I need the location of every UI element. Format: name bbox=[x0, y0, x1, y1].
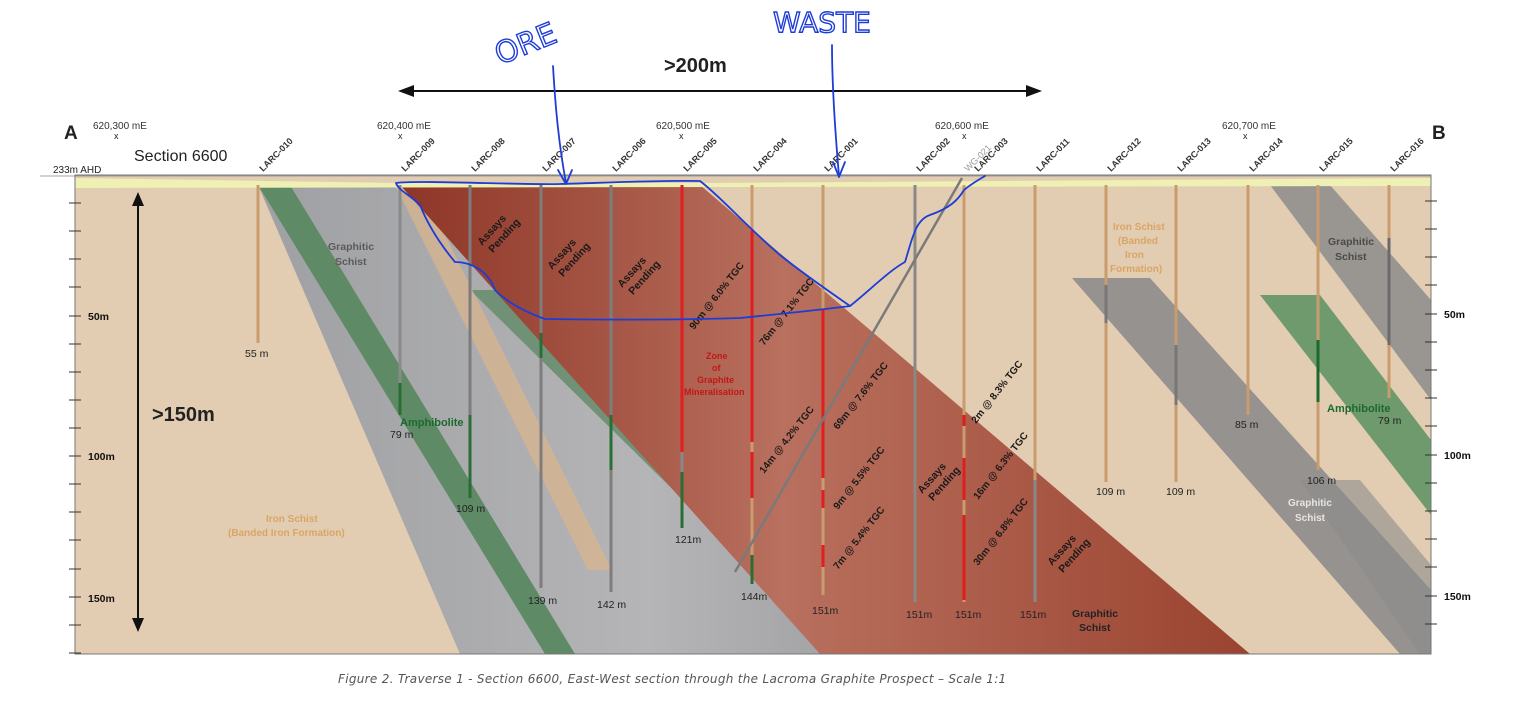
iron-schist-label-left-2: (Banded Iron Formation) bbox=[228, 528, 345, 539]
svg-text:121m: 121m bbox=[675, 534, 702, 546]
hole-label-larc-015: LARC-015 bbox=[1317, 136, 1354, 173]
hole-label-larc-012: LARC-012 bbox=[1105, 136, 1142, 173]
depth-label-150-right: 150m bbox=[1444, 591, 1471, 603]
depth-label-50-right: 50m bbox=[1444, 309, 1465, 321]
hole-label-larc-016: LARC-016 bbox=[1388, 136, 1425, 173]
hole-labels: LARC-010 LARC-009 LARC-008 LARC-007 LARC… bbox=[257, 136, 1425, 173]
svg-text:85 m: 85 m bbox=[1235, 419, 1259, 431]
svg-text:109 m: 109 m bbox=[456, 503, 485, 515]
surface-elevation-label: 233m AHD bbox=[53, 165, 101, 176]
hole-label-larc-009: LARC-009 bbox=[399, 136, 436, 173]
zone-label-4: Mineralisation bbox=[684, 387, 745, 397]
graphitic-schist-unit-right-lower bbox=[1072, 278, 1431, 654]
svg-text:151m: 151m bbox=[812, 605, 839, 617]
depth-annotation: >150m bbox=[152, 404, 215, 426]
svg-text:151m: 151m bbox=[955, 609, 982, 621]
graphitic-schist-label-right-top-1: Graphitic bbox=[1328, 236, 1374, 248]
depth-arrow bbox=[132, 192, 144, 632]
depth-label-150-left: 150m bbox=[88, 593, 115, 605]
hole-label-larc-001: LARC-001 bbox=[822, 136, 859, 173]
graphitic-schist-label-right-low-1: Graphitic bbox=[1288, 498, 1332, 509]
hole-label-larc-006: LARC-006 bbox=[610, 136, 647, 173]
hole-label-larc-008: LARC-008 bbox=[469, 136, 506, 173]
graphitic-schist-label-bottom-2: Schist bbox=[1079, 622, 1111, 634]
amphibolite-band-right bbox=[1260, 295, 1431, 515]
width-annotation: >200m bbox=[664, 55, 727, 77]
handwritten-ore-annotation bbox=[395, 44, 986, 321]
svg-text:106 m: 106 m bbox=[1307, 475, 1336, 487]
svg-text:x: x bbox=[1243, 131, 1248, 141]
amphibolite-band-left bbox=[258, 185, 575, 654]
svg-text:79 m: 79 m bbox=[390, 429, 414, 441]
hole-wg-021 bbox=[733, 177, 964, 573]
svg-text:151m: 151m bbox=[906, 609, 933, 621]
iron-schist-label-right-1: Iron Schist bbox=[1113, 222, 1165, 233]
hole-label-larc-011: LARC-011 bbox=[1034, 136, 1071, 173]
graphitic-schist-label-right-top-2: Schist bbox=[1335, 251, 1367, 263]
svg-text:109 m: 109 m bbox=[1096, 486, 1125, 498]
handwritten-waste-label: WASTE bbox=[773, 6, 871, 39]
section-end-b: B bbox=[1432, 123, 1446, 144]
svg-text:151m: 151m bbox=[1020, 609, 1047, 621]
amphibolite-label-left: Amphibolite bbox=[400, 417, 464, 429]
zone-label-2: of bbox=[712, 363, 721, 373]
zone-label-1: Zone bbox=[706, 351, 728, 361]
graphitic-schist-label-bottom-1: Graphitic bbox=[1072, 608, 1118, 620]
handwritten-ore-label: ORE bbox=[490, 16, 562, 72]
drill-holes bbox=[256, 177, 1391, 602]
depth-label-100-left: 100m bbox=[88, 451, 115, 463]
svg-text:x: x bbox=[962, 131, 967, 141]
surface-soil-layer bbox=[75, 178, 1431, 188]
width-arrow bbox=[398, 85, 1042, 97]
easting-620500: 620,500 mE bbox=[656, 121, 710, 132]
hole-label-larc-013: LARC-013 bbox=[1175, 136, 1212, 173]
easting-620300: 620,300 mE bbox=[93, 121, 147, 132]
left-depth-axis bbox=[69, 202, 81, 654]
section-frame bbox=[74, 174, 1432, 655]
amphibolite-label-right: Amphibolite bbox=[1327, 403, 1391, 415]
iron-schist-label-right-3: Iron bbox=[1125, 250, 1144, 261]
depth-label-100-right: 100m bbox=[1444, 450, 1471, 462]
iron-schist-lens bbox=[395, 185, 612, 570]
graphitic-schist-unit-far-right bbox=[1300, 480, 1431, 654]
graphitic-schist-label-left-2: Schist bbox=[335, 256, 367, 268]
right-depth-axis bbox=[1425, 200, 1437, 625]
easting-620600: 620,600 mE bbox=[935, 121, 989, 132]
svg-text:x: x bbox=[679, 131, 684, 141]
svg-text:55 m: 55 m bbox=[245, 348, 269, 360]
svg-text:139 m: 139 m bbox=[528, 595, 557, 607]
section-title: Section 6600 bbox=[134, 148, 228, 165]
easting-620700: 620,700 mE bbox=[1222, 121, 1276, 132]
section-end-a: A bbox=[64, 123, 78, 144]
depth-label-50-left: 50m bbox=[88, 311, 109, 323]
hole-label-larc-005: LARC-005 bbox=[681, 136, 718, 173]
graphitic-schist-label-left-1: Graphitic bbox=[328, 241, 374, 253]
easting-620400: 620,400 mE bbox=[377, 121, 431, 132]
graphitic-schist-unit-right-upper bbox=[1270, 185, 1431, 400]
svg-text:x: x bbox=[114, 131, 119, 141]
hole-depths: 55 m 79 m 109 m 139 m 142 m 121m 144m 15… bbox=[245, 348, 1402, 621]
hole-label-larc-004: LARC-004 bbox=[751, 136, 788, 173]
graphitic-schist-label-right-low-2: Schist bbox=[1295, 513, 1326, 524]
iron-schist-label-left-1: Iron Schist bbox=[266, 514, 318, 525]
svg-text:142 m: 142 m bbox=[597, 599, 626, 611]
svg-text:79 m: 79 m bbox=[1378, 415, 1402, 427]
svg-text:x: x bbox=[398, 131, 403, 141]
hole-label-larc-002: LARC-002 bbox=[914, 136, 951, 173]
iron-schist-label-right-4: Formation) bbox=[1110, 264, 1162, 275]
zone-label-3: Graphite bbox=[697, 375, 734, 385]
iron-schist-label-right-2: (Banded bbox=[1118, 236, 1158, 247]
figure-caption: Figure 2. Traverse 1 - Section 6600, Eas… bbox=[338, 672, 1007, 686]
svg-text:144m: 144m bbox=[741, 591, 768, 603]
svg-text:109 m: 109 m bbox=[1166, 486, 1195, 498]
hole-label-larc-014: LARC-014 bbox=[1247, 136, 1284, 173]
hole-label-larc-010: LARC-010 bbox=[257, 136, 294, 173]
